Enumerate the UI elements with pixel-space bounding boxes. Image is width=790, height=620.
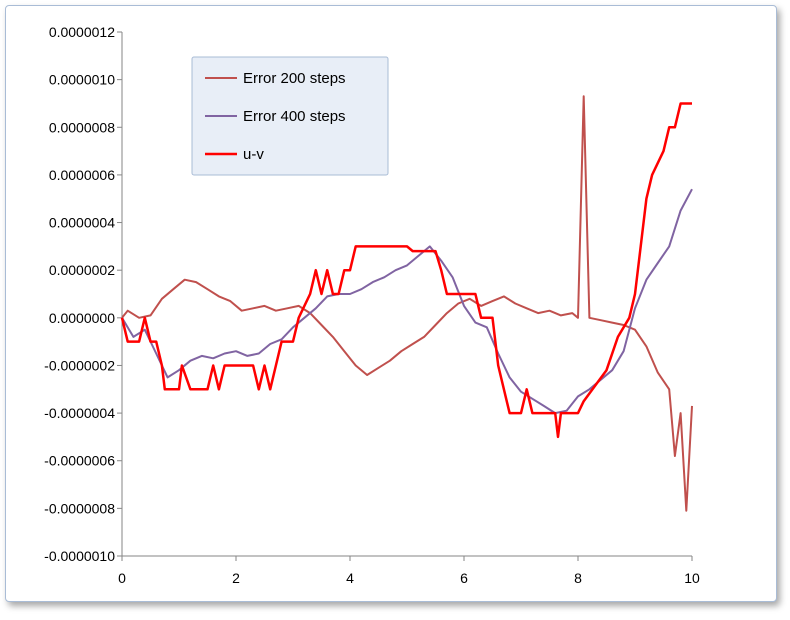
x-tick-label: 0: [118, 570, 126, 586]
y-tick-label: 0.0000012: [49, 24, 115, 40]
y-tick-label: 0.0000002: [49, 262, 115, 278]
series-line-u-v: [120, 102, 692, 439]
y-tick-label: -0.0000008: [44, 500, 115, 516]
x-tick-label: 6: [460, 570, 468, 586]
legend-label-error-200: Error 200 steps: [243, 70, 346, 87]
y-tick-label: -0.0000010: [44, 548, 115, 564]
y-tick-label: 0.0000000: [49, 310, 115, 326]
x-tick-label: 2: [232, 570, 240, 586]
legend-label-u-v: u-v: [243, 146, 264, 163]
series-line-error-200-steps: [121, 95, 693, 512]
y-tick-labels: 0.0000012 0.0000010 0.0000008 0.0000006 0.00…: [44, 24, 122, 564]
axes: [121, 32, 692, 557]
x-tick-label: 4: [346, 570, 354, 586]
chart-frame: [5, 5, 777, 602]
x-tick-label: 8: [574, 570, 582, 586]
y-tick-label: -0.0000004: [44, 405, 115, 421]
legend: Error 200 steps Error 400 steps u-v: [191, 56, 389, 176]
y-tick-label: 0.0000004: [49, 215, 115, 231]
y-tick-label: -0.0000006: [44, 453, 115, 469]
legend-label-error-400: Error 400 steps: [243, 108, 346, 125]
legend-box: [191, 56, 389, 176]
y-tick-label: 0.0000010: [49, 72, 115, 88]
series-lines: [120, 95, 693, 512]
y-tick-label: 0.0000008: [49, 119, 115, 135]
series-line-error-400-steps: [121, 188, 693, 415]
x-tick-labels: 0 2 4 6 8 10: [118, 556, 700, 586]
y-tick-label: -0.0000002: [44, 357, 115, 373]
x-tick-label: 10: [684, 570, 700, 586]
y-tick-label: 0.0000006: [49, 167, 115, 183]
